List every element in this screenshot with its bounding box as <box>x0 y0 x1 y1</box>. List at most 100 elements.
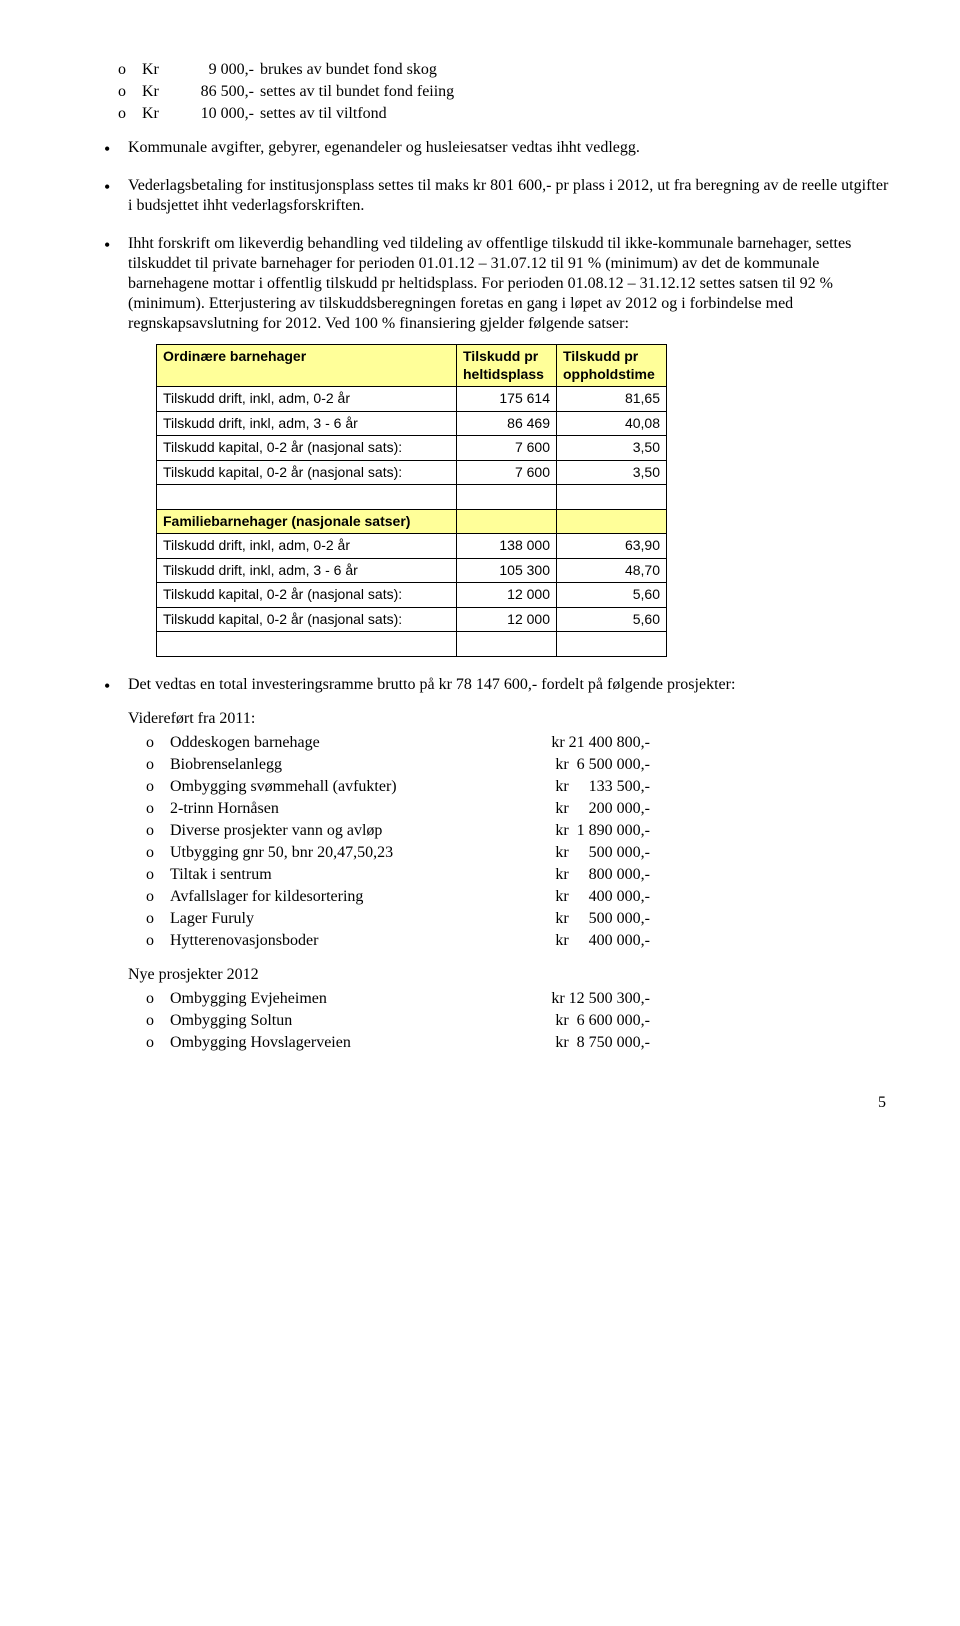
cell-empty <box>557 509 667 534</box>
cell-empty <box>157 632 457 657</box>
top-fund-list: Kr9 000,-brukes av bundet fond skog Kr86… <box>100 60 890 124</box>
cell-value: 48,70 <box>557 558 667 583</box>
project-name: Biobrenselanlegg <box>170 755 530 775</box>
bullet-text: Vederlagsbetaling for institusjonsplass … <box>128 177 888 214</box>
nye-header: Nye prosjekter 2012 <box>128 965 890 985</box>
list-item: Tiltak i sentrumkr 800 000,- <box>156 865 890 885</box>
cell-value: 5,60 <box>557 607 667 632</box>
cell-empty <box>457 485 557 510</box>
list-item: Oddeskogen barnehagekr 21 400 800,- <box>156 733 890 753</box>
table-header: Tilskudd pr oppholdstime <box>557 345 667 387</box>
project-name: Ombygging Evjeheimen <box>170 989 530 1009</box>
item-text: settes av til viltfond <box>260 105 387 122</box>
project-name: Tiltak i sentrum <box>170 865 530 885</box>
project-amount: kr 500 000,- <box>530 909 650 929</box>
amount: 9 000,- <box>170 60 260 80</box>
cell-empty <box>457 509 557 534</box>
project-amount: kr 800 000,- <box>530 865 650 885</box>
project-amount: kr 6 600 000,- <box>530 1011 650 1031</box>
header-line: Tilskudd pr <box>563 348 638 364</box>
cell-value: 86 469 <box>457 411 557 436</box>
cell-value: 5,60 <box>557 583 667 608</box>
item-text: settes av til bundet fond feiing <box>260 83 454 100</box>
cell-value: 175 614 <box>457 387 557 412</box>
list-item: Ombygging svømmehall (avfukter)kr 133 50… <box>156 777 890 797</box>
bullet-text: Ihht forskrift om likeverdig behandling … <box>128 235 851 332</box>
cell-value: 63,90 <box>557 534 667 559</box>
kr-label: Kr <box>142 60 170 80</box>
videre-list: Oddeskogen barnehagekr 21 400 800,- Biob… <box>128 733 890 951</box>
cell-value: 7 600 <box>457 460 557 485</box>
cell-value: 105 300 <box>457 558 557 583</box>
project-amount: kr 21 400 800,- <box>530 733 650 753</box>
project-amount: kr 400 000,- <box>530 887 650 907</box>
project-amount: kr 6 500 000,- <box>530 755 650 775</box>
project-name: Hytterenovasjonsboder <box>170 931 530 951</box>
cell-value: 81,65 <box>557 387 667 412</box>
table-row: Tilskudd kapital, 0-2 år (nasjonal sats)… <box>157 460 667 485</box>
list-item: Utbygging gnr 50, bnr 20,47,50,23kr 500 … <box>156 843 890 863</box>
project-amount: kr 200 000,- <box>530 799 650 819</box>
project-name: Ombygging svømmehall (avfukter) <box>170 777 530 797</box>
list-item: Ombygging Soltunkr 6 600 000,- <box>156 1011 890 1031</box>
list-item: Ombygging Hovslagerveienkr 8 750 000,- <box>156 1033 890 1053</box>
project-amount: kr 400 000,- <box>530 931 650 951</box>
project-amount: kr 500 000,- <box>530 843 650 863</box>
cell-value: 7 600 <box>457 436 557 461</box>
cell-label: Tilskudd drift, inkl, adm, 0-2 år <box>157 387 457 412</box>
table-row-empty <box>157 485 667 510</box>
table-subheader-row: Familiebarnehager (nasjonale satser) <box>157 509 667 534</box>
cell-value: 12 000 <box>457 607 557 632</box>
list-item: Kr10 000,-settes av til viltfond <box>128 104 890 124</box>
cell-value: 12 000 <box>457 583 557 608</box>
cell-label: Tilskudd kapital, 0-2 år (nasjonal sats)… <box>157 583 457 608</box>
kr-label: Kr <box>142 82 170 102</box>
list-item: Biobrenselanleggkr 6 500 000,- <box>156 755 890 775</box>
cell-empty <box>557 632 667 657</box>
list-item: 2-trinn Hornåsenkr 200 000,- <box>156 799 890 819</box>
project-name: Diverse prosjekter vann og avløp <box>170 821 530 841</box>
project-name: Avfallslager for kildesortering <box>170 887 530 907</box>
table-header: Ordinære barnehager <box>157 345 457 387</box>
project-name: 2-trinn Hornåsen <box>170 799 530 819</box>
project-name: Ombygging Hovslagerveien <box>170 1033 530 1053</box>
list-item: Lager Furulykr 500 000,- <box>156 909 890 929</box>
cell-label: Tilskudd kapital, 0-2 år (nasjonal sats)… <box>157 607 457 632</box>
project-amount: kr 12 500 300,- <box>530 989 650 1009</box>
cell-value: 40,08 <box>557 411 667 436</box>
cell-label: Tilskudd drift, inkl, adm, 3 - 6 år <box>157 411 457 436</box>
bullet-item: Ihht forskrift om likeverdig behandling … <box>100 234 890 657</box>
table-row: Tilskudd drift, inkl, adm, 0-2 år175 614… <box>157 387 667 412</box>
videre-header: Videreført fra 2011: <box>128 709 890 729</box>
amount: 86 500,- <box>170 82 260 102</box>
list-item: Ombygging Evjeheimenkr 12 500 300,- <box>156 989 890 1009</box>
table-row: Tilskudd drift, inkl, adm, 3 - 6 år105 3… <box>157 558 667 583</box>
cell-label: Tilskudd kapital, 0-2 år (nasjonal sats)… <box>157 460 457 485</box>
table-row-empty <box>157 632 667 657</box>
cell-value: 3,50 <box>557 460 667 485</box>
bullet-item: Kommunale avgifter, gebyrer, egenandeler… <box>100 138 890 158</box>
table-row: Tilskudd kapital, 0-2 år (nasjonal sats)… <box>157 583 667 608</box>
header-line: oppholdstime <box>563 366 655 382</box>
cell-label: Tilskudd drift, inkl, adm, 3 - 6 år <box>157 558 457 583</box>
list-item: Kr86 500,-settes av til bundet fond feii… <box>128 82 890 102</box>
cell-empty <box>457 632 557 657</box>
main-bullet-list: Kommunale avgifter, gebyrer, egenandeler… <box>100 138 890 1053</box>
header-line: heltidsplass <box>463 366 544 382</box>
project-name: Lager Furuly <box>170 909 530 929</box>
table-row: Tilskudd drift, inkl, adm, 0-2 år138 000… <box>157 534 667 559</box>
project-name: Utbygging gnr 50, bnr 20,47,50,23 <box>170 843 530 863</box>
cell-empty <box>157 485 457 510</box>
project-amount: kr 1 890 000,- <box>530 821 650 841</box>
cell-value: 3,50 <box>557 436 667 461</box>
project-name: Oddeskogen barnehage <box>170 733 530 753</box>
list-item: Avfallslager for kildesorteringkr 400 00… <box>156 887 890 907</box>
kr-label: Kr <box>142 104 170 124</box>
header-line: Tilskudd pr <box>463 348 538 364</box>
cell-label: Tilskudd drift, inkl, adm, 0-2 år <box>157 534 457 559</box>
table-row: Tilskudd kapital, 0-2 år (nasjonal sats)… <box>157 607 667 632</box>
project-name: Ombygging Soltun <box>170 1011 530 1031</box>
project-amount: kr 133 500,- <box>530 777 650 797</box>
list-item: Diverse prosjekter vann og avløpkr 1 890… <box>156 821 890 841</box>
cell-value: 138 000 <box>457 534 557 559</box>
